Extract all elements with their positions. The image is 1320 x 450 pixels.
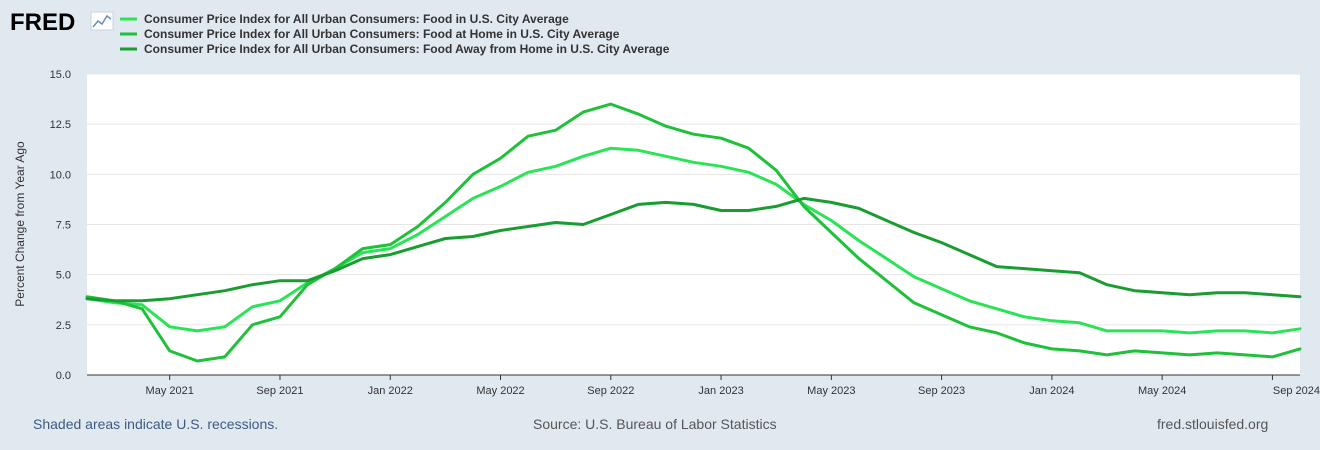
- series-line-food-at-home[interactable]: [85, 102, 1302, 363]
- legend-label-food-at-home: Consumer Price Index for All Urban Consu…: [144, 27, 620, 41]
- legend-item-food: Consumer Price Index for All Urban Consu…: [120, 12, 569, 26]
- site-link[interactable]: fred.stlouisfed.org: [1157, 416, 1269, 432]
- y-tick-label: 12.5: [50, 119, 71, 131]
- x-tick-label: May 2024: [1138, 385, 1186, 397]
- legend-item-food-at-home: Consumer Price Index for All Urban Consu…: [120, 27, 620, 41]
- y-axis-label: Percent Change from Year Ago: [13, 141, 27, 307]
- y-axis-ticks: 0.0 2.5 5.0 7.5 10.0 12.5 15.0: [50, 69, 71, 382]
- fred-logo[interactable]: FRED: [10, 9, 114, 36]
- logo-graph-icon: [90, 11, 114, 31]
- y-tick-label: 0.0: [56, 370, 71, 382]
- x-tick-label: May 2021: [146, 385, 194, 397]
- series-line-food-away[interactable]: [85, 196, 1302, 303]
- x-tick-label: Sep 2024: [1273, 385, 1320, 397]
- x-tick-label: Jan 2024: [1029, 385, 1074, 397]
- x-tick-label: Sep 2022: [587, 385, 634, 397]
- recession-note[interactable]: Shaded areas indicate U.S. recessions.: [33, 416, 279, 432]
- y-tick-label: 15.0: [50, 69, 71, 81]
- x-tick-label: May 2022: [476, 385, 524, 397]
- x-tick-label: Sep 2021: [256, 385, 303, 397]
- legend-label-food: Consumer Price Index for All Urban Consu…: [144, 12, 569, 26]
- x-tick-label: Jan 2023: [698, 385, 743, 397]
- legend-label-food-away: Consumer Price Index for All Urban Consu…: [144, 42, 670, 56]
- series-line-food[interactable]: [85, 146, 1302, 335]
- x-axis-ticks: May 2021 Sep 2021 Jan 2022 May 2022 Sep 2022…: [146, 375, 1320, 397]
- legend-item-food-away: Consumer Price Index for All Urban Consu…: [120, 42, 670, 56]
- y-tick-label: 5.0: [56, 270, 71, 282]
- x-tick-label: Jan 2022: [368, 385, 413, 397]
- gridlines: [87, 73, 1300, 326]
- x-tick-label: May 2023: [807, 385, 855, 397]
- y-tick-label: 7.5: [56, 220, 71, 232]
- legend: Consumer Price Index for All Urban Consu…: [120, 12, 670, 56]
- fred-logo-text: FRED: [10, 9, 75, 36]
- x-tick-label: Sep 2023: [918, 385, 965, 397]
- source-note: Source: U.S. Bureau of Labor Statistics: [533, 416, 777, 432]
- series-lines: [85, 102, 1302, 363]
- y-tick-label: 10.0: [50, 169, 71, 181]
- y-tick-label: 2.5: [56, 320, 71, 332]
